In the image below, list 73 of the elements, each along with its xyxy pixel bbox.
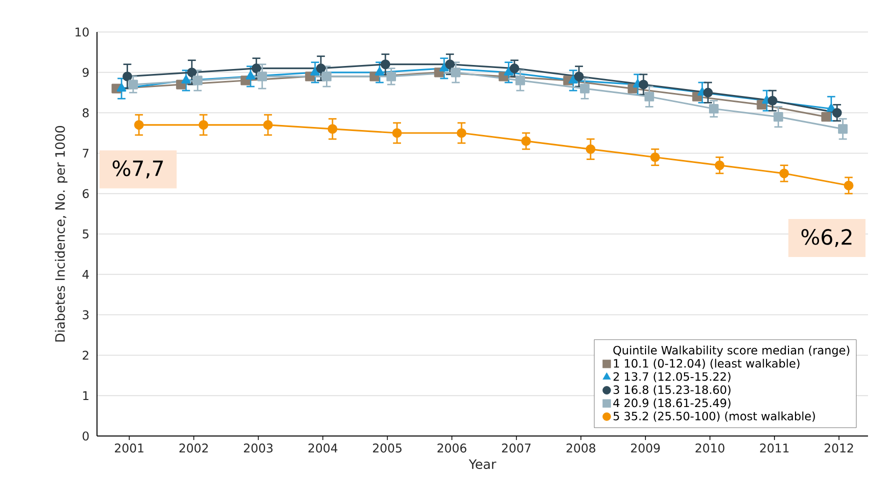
x-axis-title: Year bbox=[468, 459, 496, 470]
y-tick-label: 2 bbox=[82, 350, 88, 360]
point bbox=[450, 68, 461, 78]
point bbox=[310, 67, 320, 76]
legend-label: 3 16.8 (15.23-18.60) bbox=[614, 385, 730, 396]
point bbox=[328, 124, 338, 134]
point bbox=[844, 180, 854, 190]
point bbox=[638, 80, 648, 90]
point bbox=[768, 96, 778, 106]
point bbox=[392, 128, 402, 138]
point bbox=[521, 136, 531, 146]
legend-label: 1 10.1 (0-12.04) (least walkable) bbox=[614, 358, 800, 370]
point bbox=[322, 72, 332, 82]
y-tick-label: 6 bbox=[82, 189, 89, 198]
point bbox=[821, 112, 831, 122]
y-tick-label: 1 bbox=[83, 391, 88, 400]
x-tick-label: 2010 bbox=[696, 444, 724, 453]
point bbox=[703, 88, 713, 98]
x-tick-label: 2007 bbox=[502, 444, 531, 453]
point bbox=[586, 144, 596, 154]
point bbox=[644, 92, 654, 102]
point bbox=[515, 76, 526, 86]
point bbox=[650, 152, 660, 162]
y-tick-label: 8 bbox=[82, 108, 89, 118]
point bbox=[187, 68, 197, 78]
point bbox=[257, 72, 267, 82]
point bbox=[198, 120, 208, 130]
x-tick-label: 2002 bbox=[179, 444, 208, 453]
point bbox=[709, 104, 719, 114]
legend-label: 2 13.7 (12.05-15.22) bbox=[614, 372, 730, 382]
x-tick-label: 2009 bbox=[631, 444, 660, 453]
y-tick-label: 5 bbox=[82, 230, 88, 238]
x-tick-label: 2011 bbox=[760, 444, 789, 453]
point bbox=[128, 80, 138, 90]
x-tick-label: 2001 bbox=[114, 444, 144, 453]
annotation: %7,7 bbox=[112, 160, 163, 178]
point bbox=[246, 71, 256, 80]
legend-title: Quintile Walkability score median (range) bbox=[613, 346, 850, 357]
point bbox=[374, 67, 384, 76]
x-tick-label: 2012 bbox=[824, 444, 853, 453]
point bbox=[116, 83, 126, 92]
y-tick-label: 10 bbox=[76, 27, 89, 37]
point bbox=[779, 168, 789, 178]
legend-label: 5 35.2 (25.50-100) (most walkable) bbox=[614, 412, 815, 422]
point bbox=[134, 120, 144, 130]
point bbox=[568, 75, 578, 84]
point bbox=[832, 108, 842, 118]
point bbox=[181, 75, 191, 84]
x-tick-label: 2006 bbox=[438, 444, 466, 453]
x-tick-label: 2005 bbox=[373, 444, 402, 453]
point bbox=[838, 124, 848, 134]
point bbox=[714, 160, 724, 170]
y-tick-label: 7 bbox=[82, 148, 88, 158]
point bbox=[380, 60, 390, 70]
point bbox=[439, 63, 449, 72]
y-tick-label: 9 bbox=[82, 68, 89, 77]
point bbox=[456, 128, 466, 138]
point bbox=[122, 72, 132, 82]
y-tick-label: 3 bbox=[82, 310, 89, 320]
point bbox=[252, 64, 262, 74]
legend-label: 4 20.9 (18.61-25.49) bbox=[613, 398, 730, 409]
point bbox=[192, 76, 202, 86]
annotation: %6,2 bbox=[801, 229, 852, 248]
point bbox=[774, 112, 784, 122]
y-axis-title: Diabetes Incidence, No. per 1000 bbox=[54, 126, 68, 342]
y-tick-label: 0 bbox=[82, 431, 89, 441]
point bbox=[263, 120, 273, 130]
point bbox=[580, 84, 590, 94]
x-tick-label: 2004 bbox=[308, 444, 338, 453]
x-tick-label: 2008 bbox=[566, 444, 596, 453]
y-tick-label: 4 bbox=[82, 270, 89, 279]
x-tick-label: 2003 bbox=[244, 444, 273, 453]
point bbox=[386, 72, 396, 82]
